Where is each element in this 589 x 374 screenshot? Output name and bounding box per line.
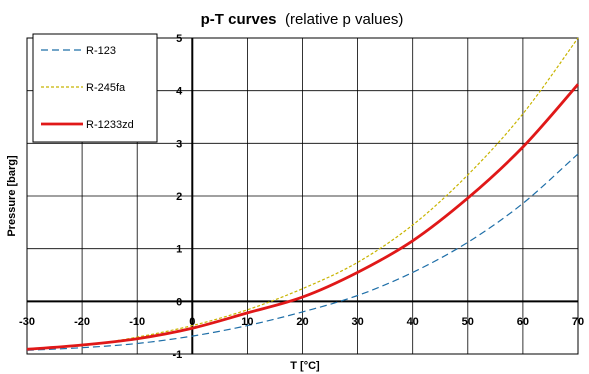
- legend-label: R-1233zd: [86, 119, 134, 131]
- chart-subtitle: (relative p values): [285, 11, 403, 28]
- y-tick-labels: -1 0 1 2 3 4 5: [173, 33, 184, 361]
- plot-border: [26, 37, 579, 355]
- x-tick-label: 10: [241, 316, 253, 328]
- x-tick-label: 50: [462, 316, 474, 328]
- y-tick-label: 4: [176, 86, 183, 98]
- legend-label: R-245fa: [86, 82, 126, 94]
- y-axis-label: Pressure [barg]: [6, 155, 18, 237]
- x-tick-label: -10: [129, 316, 145, 328]
- y-tick-label: 0: [176, 296, 182, 308]
- x-tick-label: 40: [407, 316, 419, 328]
- x-tick-label: -20: [74, 316, 90, 328]
- legend: R-123 R-245fa R-1233zd: [32, 33, 158, 143]
- x-tick-label: 60: [517, 316, 529, 328]
- x-axis-label: T [°C]: [290, 360, 320, 372]
- series-line-2: [26, 83, 580, 351]
- x-tick-label: -30: [19, 316, 35, 328]
- chart-title: p-T curves (relative p values): [201, 11, 404, 28]
- y-tick-label: 3: [176, 138, 182, 150]
- legend-label: R-123: [86, 45, 116, 57]
- series-line-0: [26, 153, 579, 351]
- series-lines: [26, 37, 580, 351]
- x-tick-labels: -30 -20 -10 0 10 20 30 40 50 60 70: [19, 316, 584, 328]
- y-tick-label: 1: [176, 244, 182, 256]
- chart-title-main: p-T curves: [201, 11, 277, 28]
- x-tick-label: 70: [572, 316, 584, 328]
- y-tick-label: 5: [176, 33, 182, 45]
- plot-area: [26, 37, 579, 355]
- x-tick-label: 20: [296, 316, 308, 328]
- x-tick-label: 0: [189, 316, 195, 328]
- y-tick-label: -1: [173, 349, 183, 361]
- x-tick-label: 30: [351, 316, 363, 328]
- y-tick-label: 2: [176, 191, 182, 203]
